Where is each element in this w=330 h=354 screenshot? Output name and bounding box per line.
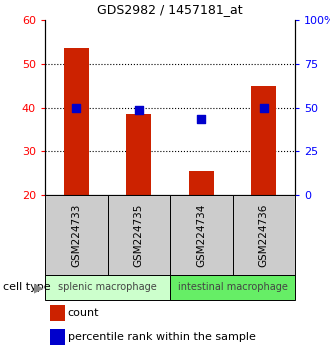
Title: GDS2982 / 1457181_at: GDS2982 / 1457181_at: [97, 3, 243, 16]
Bar: [170, 195, 233, 275]
Point: [199, 116, 204, 122]
Text: cell type: cell type: [3, 282, 51, 292]
Bar: [108, 195, 170, 275]
Bar: [126, 114, 151, 195]
Point: [261, 105, 266, 110]
Bar: [45, 195, 108, 275]
Bar: [251, 86, 276, 195]
Text: count: count: [68, 308, 99, 318]
Point: [136, 107, 141, 113]
Text: ▶: ▶: [34, 281, 44, 294]
Bar: [45, 275, 170, 300]
Text: GSM224736: GSM224736: [259, 203, 269, 267]
Text: GSM224735: GSM224735: [134, 203, 144, 267]
Text: GSM224734: GSM224734: [196, 203, 206, 267]
Text: intestinal macrophage: intestinal macrophage: [178, 282, 287, 292]
Text: percentile rank within the sample: percentile rank within the sample: [68, 332, 255, 342]
Text: splenic macrophage: splenic macrophage: [58, 282, 157, 292]
Bar: [64, 48, 89, 195]
Text: GSM224733: GSM224733: [71, 203, 81, 267]
Bar: [50, 305, 65, 321]
Bar: [233, 195, 295, 275]
Point: [74, 105, 79, 110]
Bar: [170, 275, 295, 300]
Bar: [50, 329, 65, 345]
Bar: [189, 171, 214, 195]
